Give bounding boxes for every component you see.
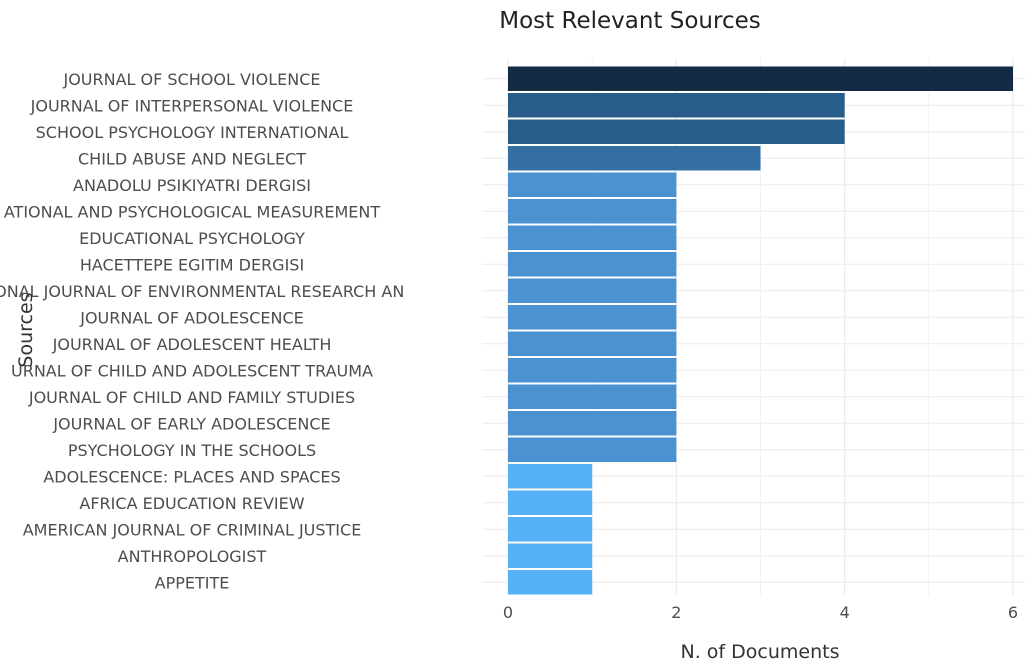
category-label: AFRICA EDUCATION REVIEW <box>79 494 304 513</box>
x-tick-label: 0 <box>503 603 513 622</box>
bar[interactable] <box>508 517 593 542</box>
bar[interactable] <box>508 490 593 516</box>
category-label: EDUCATIONAL PSYCHOLOGY <box>79 229 305 248</box>
bar[interactable] <box>508 119 845 145</box>
category-label: ADOLESCENCE: PLACES AND SPACES <box>43 467 340 486</box>
category-label: APPETITE <box>155 573 230 592</box>
category-label: PSYCHOLOGY IN THE SCHOOLS <box>68 441 316 460</box>
category-label: JOURNAL OF INTERPERSONAL VIOLENCE <box>30 96 354 115</box>
bar[interactable] <box>508 570 593 595</box>
category-label: ANTHROPOLOGIST <box>118 547 267 566</box>
category-label: AMERICAN JOURNAL OF CRIMINAL JUSTICE <box>23 520 362 539</box>
category-label: SCHOOL PSYCHOLOGY INTERNATIONAL <box>36 123 349 142</box>
bar[interactable] <box>508 437 677 463</box>
bar[interactable] <box>508 252 677 277</box>
x-tick-label: 4 <box>840 603 850 622</box>
bar[interactable] <box>508 464 593 489</box>
x-axis-title: N. of Documents <box>681 641 840 661</box>
bar[interactable] <box>508 93 845 118</box>
category-label: ATIONAL AND PSYCHOLOGICAL MEASUREMENT <box>4 202 381 221</box>
bar[interactable] <box>508 384 677 410</box>
bar[interactable] <box>508 305 677 330</box>
bar[interactable] <box>508 146 761 171</box>
x-tick-labels: 0 2 4 6 <box>503 603 1018 622</box>
bar[interactable] <box>508 331 677 357</box>
chart-title: Most Relevant Sources <box>499 8 760 34</box>
category-label: JOURNAL OF EARLY ADOLESCENCE <box>52 414 330 433</box>
x-tick-label: 6 <box>1008 603 1018 622</box>
category-label: TIONAL JOURNAL OF ENVIRONMENTAL RESEARCH… <box>0 282 404 301</box>
category-label: JOURNAL OF ADOLESCENCE <box>79 308 304 327</box>
category-label: JOURNAL OF SCHOOL VIOLENCE <box>62 70 320 89</box>
category-label: HACETTEPE EGITIM DERGISI <box>80 255 304 274</box>
bar[interactable] <box>508 199 677 224</box>
bar[interactable] <box>508 358 677 383</box>
bars <box>508 66 1013 595</box>
bar[interactable] <box>508 172 677 198</box>
category-labels: JOURNAL OF SCHOOL VIOLENCE JOURNAL OF INT… <box>0 70 404 593</box>
bar[interactable] <box>508 411 677 436</box>
category-label: CHILD ABUSE AND NEGLECT <box>78 149 306 168</box>
bar[interactable] <box>508 278 677 304</box>
category-label: URNAL OF CHILD AND ADOLESCENT TRAUMA <box>11 361 373 380</box>
bar[interactable] <box>508 66 1013 92</box>
category-label: JOURNAL OF CHILD AND FAMILY STUDIES <box>28 388 355 407</box>
y-axis-title: Sources <box>15 292 37 367</box>
bar[interactable] <box>508 225 677 251</box>
category-label: ANADOLU PSIKIYATRI DERGISI <box>73 176 311 195</box>
category-label: JOURNAL OF ADOLESCENT HEALTH <box>52 335 332 354</box>
x-tick-label: 2 <box>671 603 681 622</box>
bar[interactable] <box>508 543 593 569</box>
